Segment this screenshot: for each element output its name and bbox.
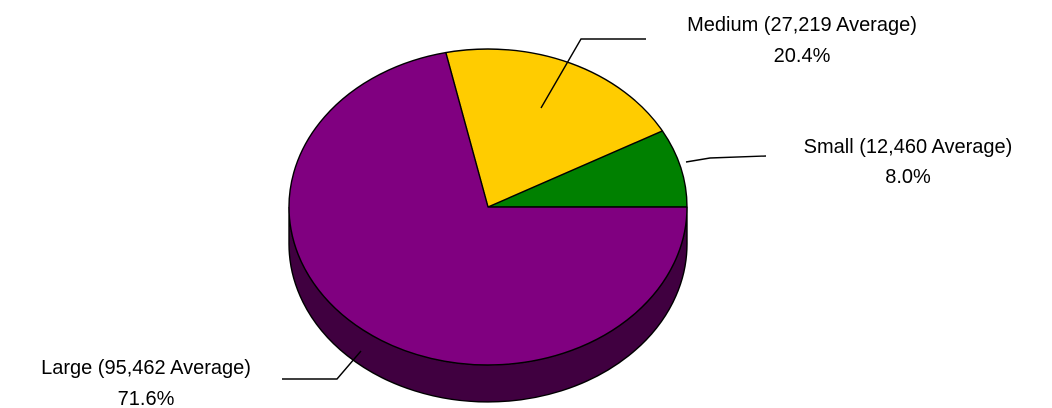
slice-label-large: Large (95,462 Average) bbox=[41, 357, 251, 379]
slice-label-small: Small (12,460 Average) bbox=[804, 136, 1013, 158]
pie-slice-large bbox=[288, 51, 688, 366]
slice-label-medium: Medium (27,219 Average) bbox=[687, 14, 917, 36]
leader-line-medium bbox=[540, 38, 646, 109]
pie-slice-medium bbox=[445, 48, 664, 208]
slice-percent-small: 8.0% bbox=[885, 166, 931, 188]
leader-line-small bbox=[685, 155, 767, 163]
leader-lines bbox=[282, 38, 767, 380]
leader-line-large bbox=[282, 350, 362, 380]
slice-percent-large: 71.6% bbox=[118, 388, 175, 408]
slice-percent-medium: 20.4% bbox=[774, 45, 831, 67]
pie-slices bbox=[288, 48, 688, 366]
pie-slice-small bbox=[487, 130, 688, 208]
